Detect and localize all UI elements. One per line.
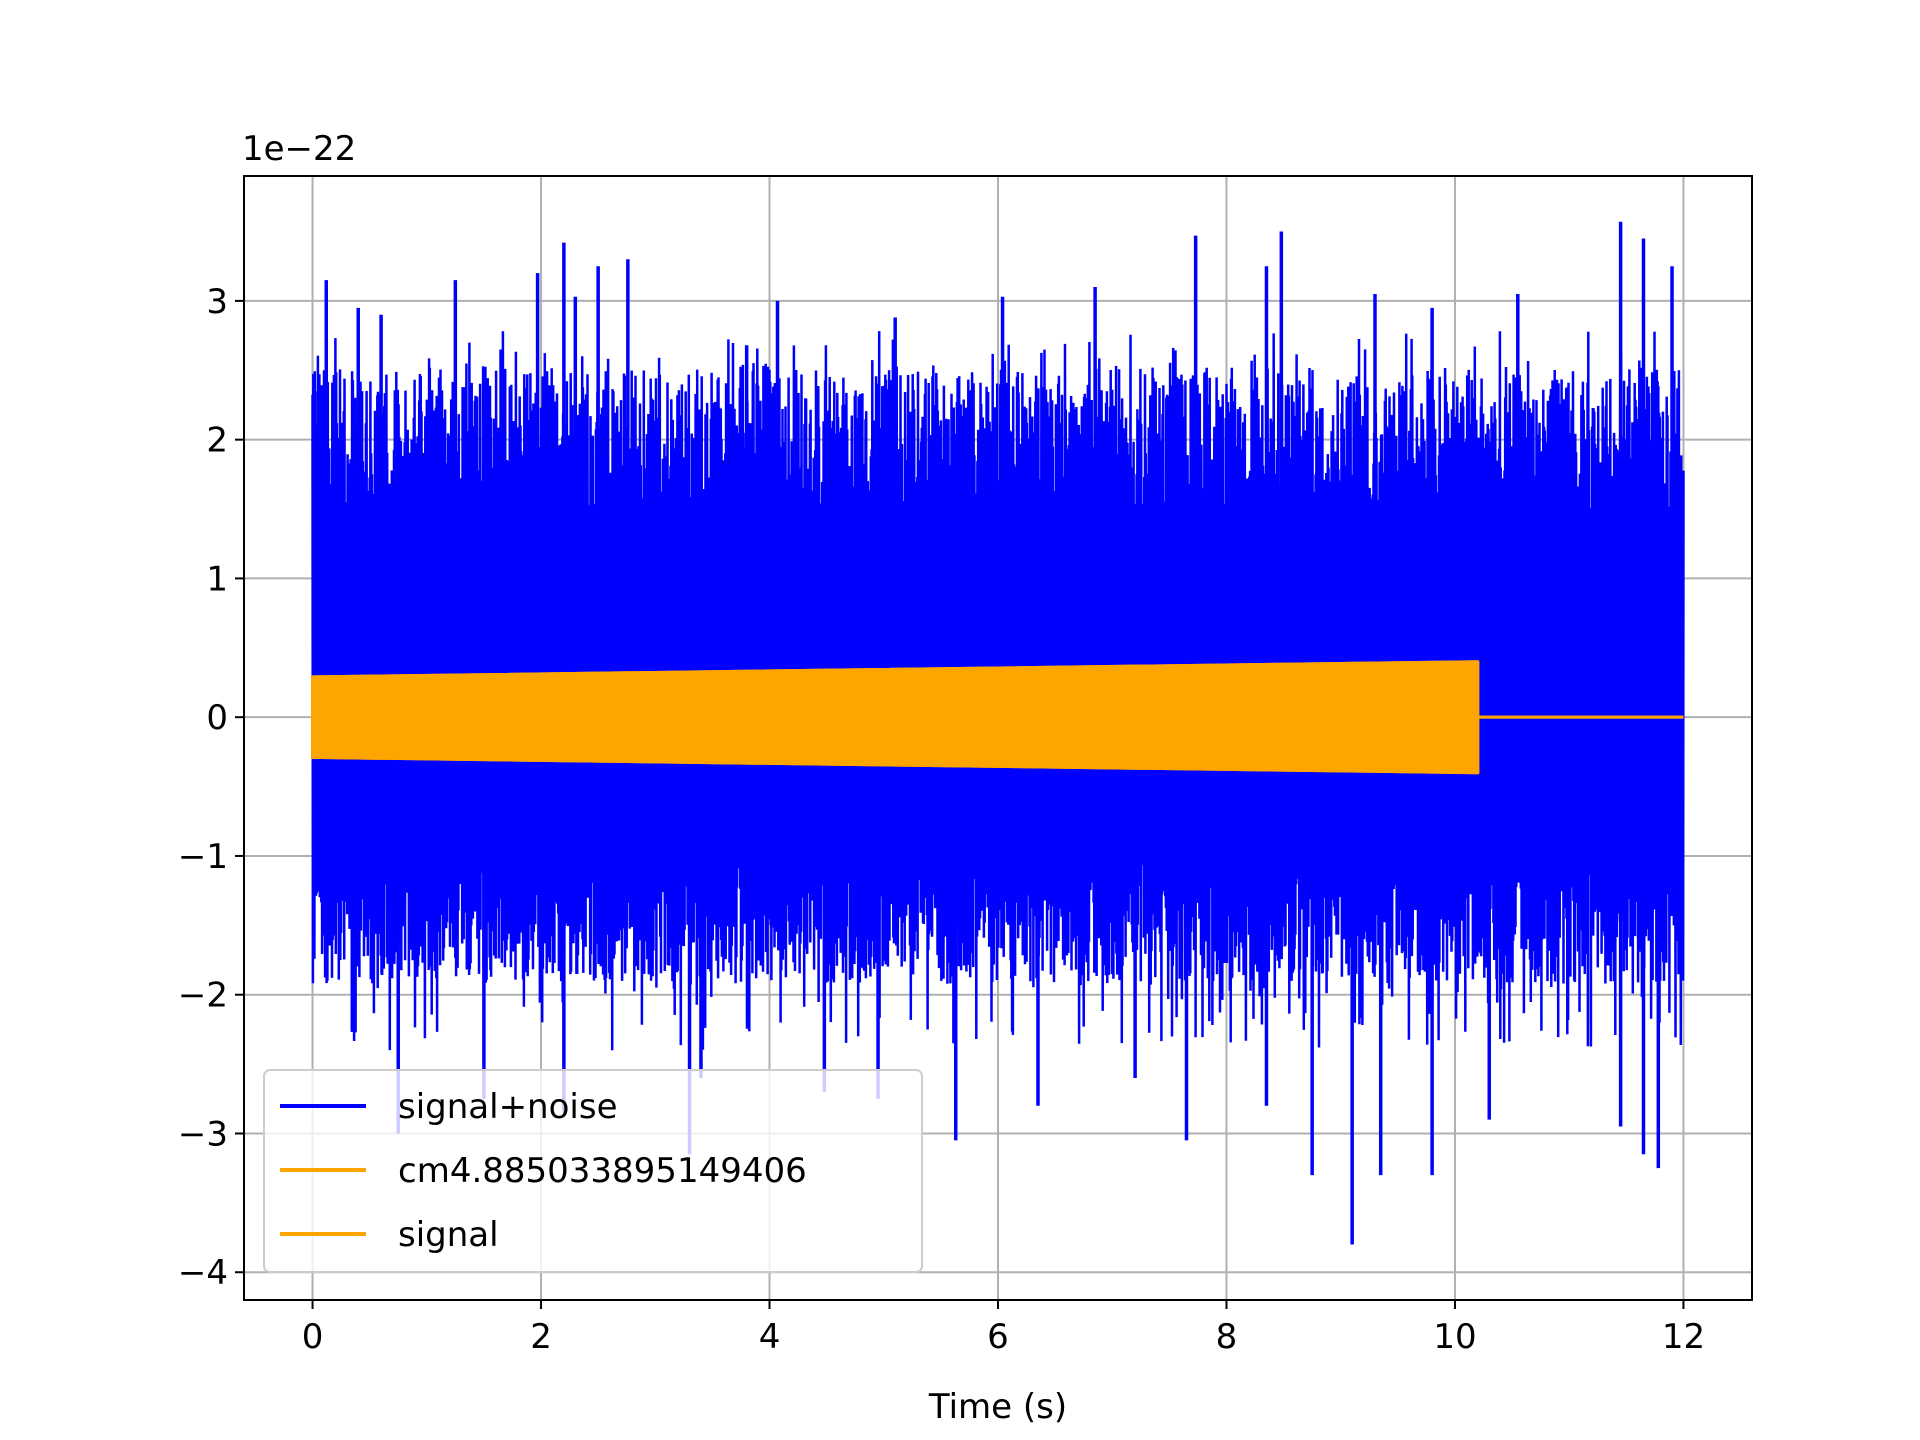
y-axis-ticks: 3 2 1 0 −1 −2 −3 −4 [178,282,244,1293]
y-tick-label: 2 [206,421,228,461]
legend-box [263,1069,923,1273]
y-offset-label: 1e−22 [242,129,356,169]
x-tick-label: 0 [302,1317,324,1357]
y-tick-label: −2 [178,976,228,1016]
y-tick-label: 0 [206,698,228,738]
legend-entry-label: signal [398,1215,499,1255]
y-tick-label: 3 [206,282,228,322]
x-tick-label: 10 [1433,1317,1476,1357]
y-tick-label: 1 [206,559,228,599]
x-tick-label: 8 [1216,1317,1238,1357]
x-tick-label: 2 [530,1317,552,1357]
x-tick-label: 6 [987,1317,1009,1357]
series-signal-noise-line [311,331,1685,1051]
x-tick-label: 12 [1662,1317,1705,1357]
legend: signal+noise cm4.885033895149406 signal [263,1069,923,1273]
legend-entry-label: cm4.885033895149406 [398,1151,807,1191]
y-tick-label: −3 [178,1114,228,1154]
x-axis-ticks: 0 2 4 6 8 10 12 [302,1300,1705,1357]
legend-entry-label: signal+noise [398,1087,618,1127]
x-axis-label: Time (s) [928,1387,1067,1427]
x-tick-label: 4 [759,1317,781,1357]
series-signal-envelope [311,660,1480,775]
y-tick-label: −4 [178,1253,228,1293]
plot-series [311,221,1685,1245]
y-tick-label: −1 [178,837,228,877]
